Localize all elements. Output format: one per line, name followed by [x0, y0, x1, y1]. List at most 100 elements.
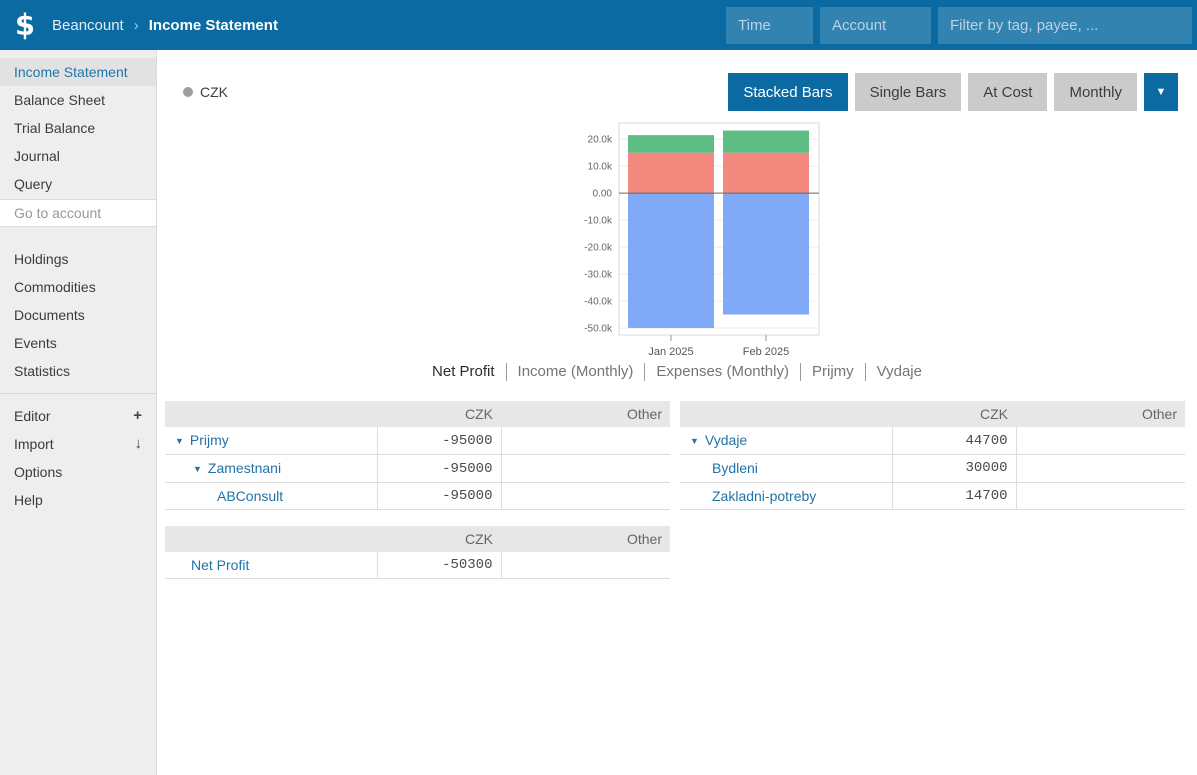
chart-tab-prijmy[interactable]: Prijmy: [799, 363, 865, 381]
account-link-prijmy[interactable]: Prijmy: [189, 432, 229, 448]
sidebar-item-income-statement[interactable]: Income Statement: [0, 58, 156, 86]
net-profit-link[interactable]: Net Profit: [191, 557, 250, 573]
sidebar-item-statistics[interactable]: Statistics: [14, 363, 71, 379]
other-value: [500, 454, 670, 483]
goto-account-input[interactable]: [0, 199, 156, 227]
table-row: Zakladni-potreby 14700: [680, 482, 1185, 511]
spacer: [680, 526, 1185, 579]
table-row: Net Profit -50300: [165, 552, 670, 579]
single-bars-button[interactable]: Single Bars: [854, 73, 962, 111]
account-column-header: [165, 526, 377, 552]
svg-text:-10.0k: -10.0k: [584, 216, 613, 227]
czk-column-header: CZK: [377, 401, 501, 427]
collapse-toggle-icon[interactable]: ▼: [175, 436, 184, 446]
account-link-zamestnani[interactable]: Zamestnani: [207, 460, 282, 476]
sidebar: Income Statement Balance Sheet Trial Bal…: [0, 50, 157, 775]
chart-tab-income-monthly[interactable]: Income (Monthly): [505, 363, 645, 381]
other-column-header: Other: [501, 401, 670, 427]
other-value: [500, 552, 670, 579]
chart-area: 20.0k 10.0k 0.00 -10.0k -20.0k -30.0k -40.0k -5…: [157, 111, 1197, 359]
account-link-bydleni[interactable]: Bydleni: [712, 460, 758, 477]
tag-payee-filter-input[interactable]: [938, 6, 1192, 44]
sidebar-views: Holdings Commodities Documents Events St…: [0, 245, 156, 385]
sidebar-item-balance-sheet[interactable]: Balance Sheet: [14, 92, 106, 108]
net-profit-row: CZK Other Net Profit -50300: [157, 526, 1197, 579]
options-label: Options: [14, 464, 63, 480]
monthly-button[interactable]: Monthly: [1054, 73, 1137, 111]
stacked-bars-button[interactable]: Stacked Bars: [728, 73, 848, 111]
other-column-header: Other: [501, 526, 670, 552]
svg-text:-50.0k: -50.0k: [584, 323, 613, 334]
balance-value: 30000: [891, 454, 1016, 483]
table-row: ABConsult -95000: [165, 482, 670, 510]
other-value: [500, 427, 670, 455]
table-row: ▼ Prijmy -95000: [165, 427, 670, 455]
table-header-row: CZK Other: [165, 401, 670, 427]
main-content: CZK Stacked Bars Single Bars At Cost Mon…: [157, 50, 1197, 775]
filter-bar: [726, 6, 1192, 44]
collapse-toggle-icon[interactable]: ▼: [690, 436, 699, 447]
stacked-bar-chart: 20.0k 10.0k 0.00 -10.0k -20.0k -30.0k -40.0k -5…: [584, 122, 820, 358]
balance-value: -50300: [376, 552, 501, 579]
net-profit-table: CZK Other Net Profit -50300: [165, 526, 670, 579]
sidebar-item-journal[interactable]: Journal: [14, 148, 60, 164]
breadcrumb-app-link[interactable]: Beancount: [52, 16, 124, 34]
table-header-row: CZK Other: [680, 401, 1185, 427]
sidebar-item-documents[interactable]: Documents: [14, 307, 85, 323]
page-title: Income Statement: [148, 16, 278, 34]
sidebar-item-options[interactable]: Options: [0, 458, 156, 486]
other-value: [1015, 454, 1185, 483]
header-bar: $ Beancount › Income Statement: [0, 0, 1197, 50]
svg-text:-40.0k: -40.0k: [584, 297, 613, 308]
sidebar-item-events[interactable]: Events: [14, 335, 57, 351]
at-cost-button[interactable]: At Cost: [968, 73, 1048, 111]
sidebar-item-import[interactable]: Import ↓: [0, 430, 156, 458]
chart-dropdown-button[interactable]: ▼: [1144, 73, 1178, 111]
chart-toolbar: CZK Stacked Bars Single Bars At Cost Mon…: [157, 73, 1197, 111]
income-table: CZK Other ▼ Prijmy -95000 ▼ Zamestnani -95…: [165, 401, 670, 510]
account-link-vydaje[interactable]: Vydaje: [704, 432, 748, 449]
account-link-abconsult[interactable]: ABConsult: [217, 488, 284, 504]
chart-mode-buttons: Stacked Bars Single Bars At Cost Monthly…: [728, 73, 1178, 111]
table-header-row: CZK Other: [165, 526, 670, 552]
sidebar-item-holdings[interactable]: Holdings: [14, 251, 69, 267]
other-value: [1015, 427, 1185, 456]
table-row: ▼ Zamestnani -95000: [165, 454, 670, 483]
sidebar-tools: Editor + Import ↓ Options Help: [0, 402, 156, 514]
table-row: Bydleni 30000: [680, 454, 1185, 483]
fava-logo-icon[interactable]: $: [14, 8, 36, 42]
help-label: Help: [14, 492, 43, 508]
svg-text:Jan 2025: Jan 2025: [648, 346, 693, 358]
sidebar-item-trial-balance[interactable]: Trial Balance: [14, 120, 96, 136]
account-link-zakladni-potreby[interactable]: Zakladni-potreby: [712, 487, 817, 504]
add-icon: +: [133, 407, 142, 424]
chart-tab-net-profit[interactable]: Net Profit: [432, 363, 495, 380]
svg-text:-30.0k: -30.0k: [584, 270, 613, 281]
svg-text:0.00: 0.00: [593, 189, 613, 200]
other-column-header: Other: [1016, 401, 1185, 427]
svg-text:-20.0k: -20.0k: [584, 243, 613, 254]
other-value: [500, 482, 670, 510]
currency-legend: CZK: [183, 84, 228, 100]
chart-tab-expenses-monthly[interactable]: Expenses (Monthly): [644, 363, 800, 381]
svg-text:10.0k: 10.0k: [588, 162, 613, 173]
czk-column-header: CZK: [377, 526, 501, 552]
table-row: ▼ Vydaje 44700: [680, 427, 1185, 456]
editor-label: Editor: [14, 408, 51, 424]
sidebar-item-query[interactable]: Query: [14, 176, 53, 192]
sidebar-item-editor[interactable]: Editor +: [0, 402, 156, 430]
balance-value: -95000: [376, 482, 501, 510]
download-arrow-icon: ↓: [134, 435, 143, 452]
time-filter-input[interactable]: [726, 6, 813, 44]
chart-tab-vydaje[interactable]: Vydaje: [864, 363, 933, 381]
chevron-right-icon: ›: [133, 16, 139, 34]
svg-text:20.0k: 20.0k: [588, 135, 613, 146]
sidebar-item-commodities[interactable]: Commodities: [14, 279, 96, 295]
balance-value: -95000: [376, 454, 501, 483]
sidebar-item-help[interactable]: Help: [0, 486, 156, 514]
collapse-toggle-icon[interactable]: ▼: [193, 464, 202, 474]
chart-tabs: Net Profit Income (Monthly) Expenses (Mont…: [157, 363, 1197, 381]
account-filter-input[interactable]: [820, 6, 931, 44]
account-tables: CZK Other ▼ Prijmy -95000 ▼ Zamestnani -95…: [157, 401, 1197, 511]
